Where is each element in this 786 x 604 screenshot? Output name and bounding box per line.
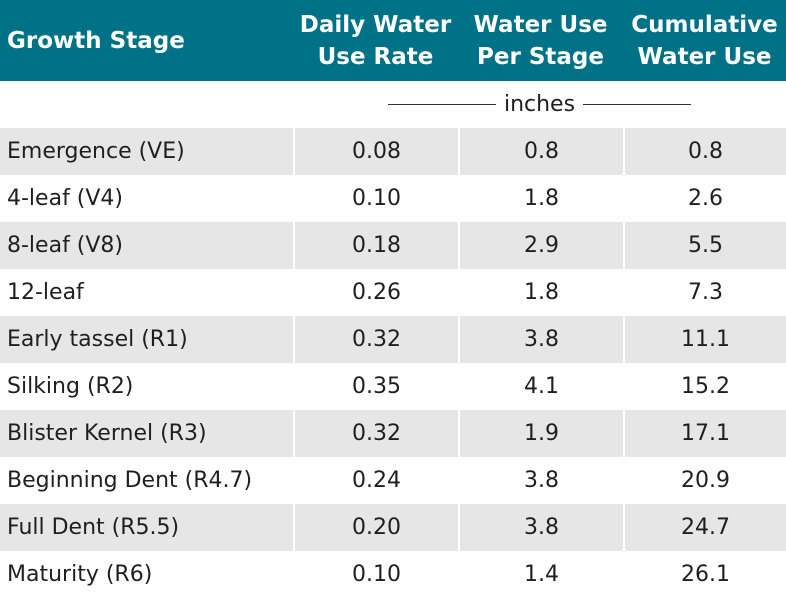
cumulative-cell: 7.3 — [623, 269, 786, 316]
cumulative-cell: 15.2 — [623, 363, 786, 410]
per-stage-cell: 2.9 — [458, 222, 623, 269]
per-stage-cell: 1.4 — [458, 551, 623, 598]
per-stage-cell: 0.8 — [458, 128, 623, 175]
growth-stage-cell: Emergence (VE) — [7, 139, 185, 164]
growth-stage-cell: Beginning Dent (R4.7) — [7, 468, 253, 493]
per-stage-cell: 4.1 — [458, 363, 623, 410]
growth-stage-cell: Blister Kernel (R3) — [7, 421, 207, 446]
cumulative-cell: 24.7 — [623, 504, 786, 551]
daily-rate-cell: 0.26 — [293, 269, 458, 316]
cumulative-cell: 17.1 — [623, 410, 786, 457]
per-stage-cell: 3.8 — [458, 316, 623, 363]
daily-rate-cell: 0.32 — [293, 316, 458, 363]
header-cumulative: Cumulative Water Use — [623, 0, 786, 81]
cumulative-cell: 2.6 — [623, 175, 786, 222]
header-daily-rate: Daily Water Use Rate — [293, 0, 458, 81]
header-per-stage-line1: Water Use — [473, 11, 608, 38]
units-label: inches — [293, 81, 786, 128]
per-stage-cell: 1.8 — [458, 175, 623, 222]
header-per-stage: Water Use Per Stage — [458, 0, 623, 81]
table-row: 4-leaf (V4) 0.10 1.8 2.6 — [0, 175, 786, 222]
table-row: Early tassel (R1) 0.32 3.8 11.1 — [0, 316, 786, 363]
units-row: inches — [0, 81, 786, 128]
growth-stage-cell: 12-leaf — [7, 280, 84, 305]
header-cumulative-line1: Cumulative — [631, 11, 778, 38]
cumulative-cell: 11.1 — [623, 316, 786, 363]
growth-stage-cell: Silking (R2) — [7, 374, 134, 399]
daily-rate-cell: 0.35 — [293, 363, 458, 410]
header-daily-rate-line2: Use Rate — [317, 43, 434, 70]
cumulative-cell: 20.9 — [623, 457, 786, 504]
daily-rate-cell: 0.32 — [293, 410, 458, 457]
header-per-stage-line2: Per Stage — [477, 43, 604, 70]
daily-rate-cell: 0.18 — [293, 222, 458, 269]
units-text: inches — [503, 92, 576, 117]
growth-stage-cell: 8-leaf (V8) — [7, 233, 124, 258]
daily-rate-cell: 0.10 — [293, 175, 458, 222]
per-stage-cell: 1.9 — [458, 410, 623, 457]
per-stage-cell: 3.8 — [458, 457, 623, 504]
table-row: 8-leaf (V8) 0.18 2.9 5.5 — [0, 222, 786, 269]
header-cumulative-line2: Water Use — [637, 43, 772, 70]
per-stage-cell: 3.8 — [458, 504, 623, 551]
growth-stage-cell: 4-leaf (V4) — [7, 186, 124, 211]
daily-rate-cell: 0.20 — [293, 504, 458, 551]
table-row: Maturity (R6) 0.10 1.4 26.1 — [0, 551, 786, 598]
table-row: Emergence (VE) 0.08 0.8 0.8 — [0, 128, 786, 175]
daily-rate-cell: 0.24 — [293, 457, 458, 504]
daily-rate-cell: 0.10 — [293, 551, 458, 598]
cumulative-cell: 5.5 — [623, 222, 786, 269]
header-growth-stage: Growth Stage — [7, 27, 185, 54]
units-rule-right — [583, 104, 692, 105]
growth-stage-cell: Maturity (R6) — [7, 562, 153, 587]
table-row: 12-leaf 0.26 1.8 7.3 — [0, 269, 786, 316]
cumulative-cell: 26.1 — [623, 551, 786, 598]
daily-rate-cell: 0.08 — [293, 128, 458, 175]
growth-stage-cell: Early tassel (R1) — [7, 327, 188, 352]
table-row: Silking (R2) 0.35 4.1 15.2 — [0, 363, 786, 410]
growth-stage-cell: Full Dent (R5.5) — [7, 515, 180, 540]
cumulative-cell: 0.8 — [623, 128, 786, 175]
header-daily-rate-line1: Daily Water — [299, 11, 452, 38]
table-row: Blister Kernel (R3) 0.32 1.9 17.1 — [0, 410, 786, 457]
per-stage-cell: 1.8 — [458, 269, 623, 316]
table-row: Beginning Dent (R4.7) 0.24 3.8 20.9 — [0, 457, 786, 504]
table-row: Full Dent (R5.5) 0.20 3.8 24.7 — [0, 504, 786, 551]
table-header: Growth Stage Daily Water Use Rate Water U… — [0, 0, 786, 81]
units-rule-left — [387, 104, 496, 105]
